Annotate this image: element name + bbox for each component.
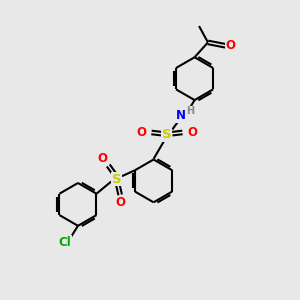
Text: O: O bbox=[187, 126, 197, 139]
Text: S: S bbox=[112, 172, 122, 186]
Text: O: O bbox=[115, 196, 125, 209]
Text: O: O bbox=[137, 126, 147, 139]
Text: O: O bbox=[226, 40, 236, 52]
Text: O: O bbox=[97, 152, 107, 165]
Text: S: S bbox=[162, 128, 172, 141]
Text: H: H bbox=[186, 106, 194, 116]
Text: Cl: Cl bbox=[59, 236, 72, 249]
Text: N: N bbox=[176, 109, 186, 122]
